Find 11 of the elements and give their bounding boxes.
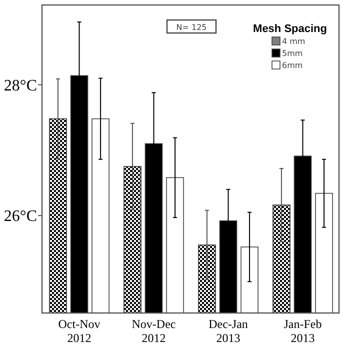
y-tick-label: 26°C	[4, 208, 37, 226]
legend-title: Mesh Spacing	[253, 23, 327, 35]
x-tick-label: Jan-Feb 2013	[284, 317, 322, 345]
y-tick-label: 28°C	[4, 77, 37, 94]
x-tick-label: Oct-Nov 2012	[58, 317, 100, 345]
annotation: N= 125	[176, 23, 207, 32]
legend-label: 4 mm	[282, 37, 306, 46]
legend-label: 5mm	[282, 49, 303, 58]
x-tick-label: Dec-Jan 2013	[208, 317, 248, 345]
x-tick-label: Nov-Dec 2012	[132, 317, 176, 345]
legend-label: 6mm	[282, 61, 303, 70]
